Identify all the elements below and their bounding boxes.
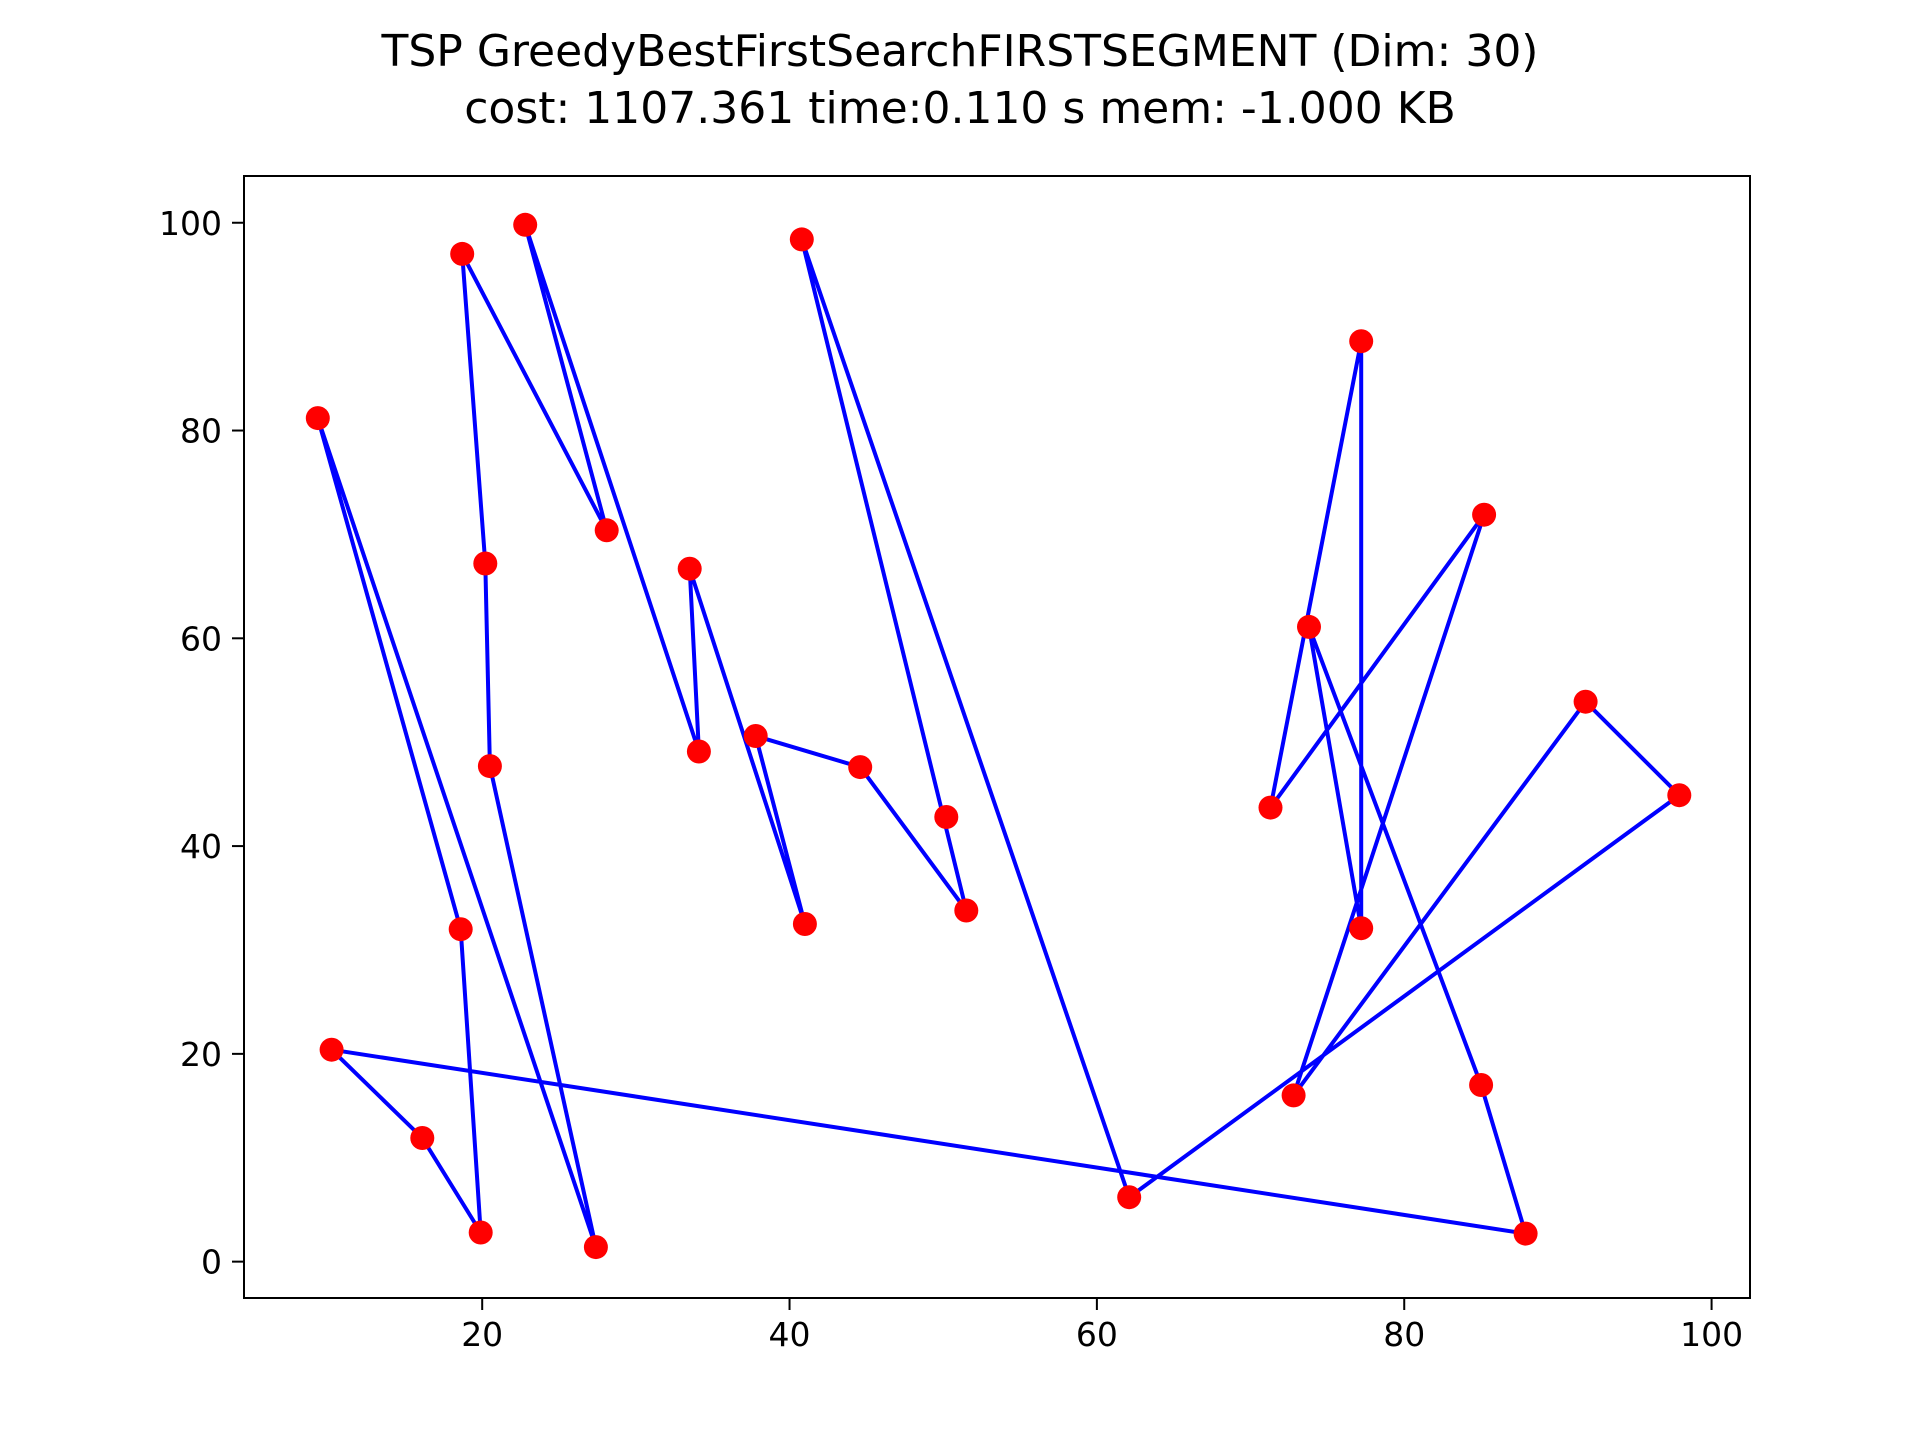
y-tick-label: 20 — [180, 1035, 222, 1074]
city-point-10 — [1297, 614, 1321, 639]
x-tick-label: 60 — [1076, 1315, 1118, 1354]
city-point-22 — [448, 917, 473, 942]
y-axis-ticks: 0 20 40 60 80 100 — [159, 204, 244, 1282]
city-point-28 — [468, 1220, 493, 1245]
city-point-18 — [1667, 783, 1692, 808]
y-tick-label: 0 — [201, 1243, 222, 1282]
x-tick-label: 40 — [769, 1315, 811, 1354]
axes-frame — [243, 175, 1751, 1299]
city-point-26 — [410, 1126, 435, 1150]
city-point-9 — [677, 556, 702, 581]
city-point-12 — [686, 739, 711, 764]
city-point-29 — [583, 1235, 608, 1260]
x-tick-label: 20 — [461, 1315, 503, 1354]
city-point-20 — [792, 912, 817, 936]
city-point-24 — [1281, 1083, 1306, 1108]
route-layer — [315, 222, 1682, 1250]
city-point-4 — [789, 227, 814, 252]
city-point-16 — [1258, 795, 1283, 820]
x-tick-label: 100 — [1680, 1315, 1743, 1354]
city-point-19 — [954, 898, 979, 923]
chart-title: TSP GreedyBestFirstSearchFIRSTSEGMENT (D… — [381, 26, 1539, 77]
city-point-21 — [1349, 916, 1374, 941]
y-tick-label: 80 — [180, 412, 222, 451]
city-point-14 — [477, 754, 502, 779]
city-point-7 — [594, 518, 619, 543]
y-tick-label: 60 — [180, 619, 222, 658]
city-point-15 — [848, 755, 873, 780]
city-point-3 — [450, 241, 475, 266]
y-tick-label: 100 — [159, 204, 222, 243]
city-point-2 — [513, 212, 538, 237]
city-point-8 — [473, 551, 498, 576]
city-point-17 — [934, 805, 959, 829]
y-tick-label: 40 — [180, 827, 222, 866]
x-axis-ticks: 20 40 60 80 100 — [461, 1298, 1743, 1354]
points-layer — [305, 212, 1692, 1260]
city-point-30 — [1513, 1221, 1538, 1246]
city-point-27 — [1117, 1185, 1142, 1210]
city-point-25 — [1469, 1073, 1494, 1097]
city-point-23 — [319, 1037, 344, 1062]
city-point-6 — [1472, 502, 1497, 527]
city-point-5 — [1349, 329, 1374, 354]
city-point-1 — [305, 406, 330, 431]
chart-subtitle: cost: 1107.361 time:0.110 s mem: -1.000 … — [464, 83, 1456, 134]
city-point-11 — [1573, 689, 1598, 714]
route-line — [315, 222, 1682, 1250]
city-point-13 — [743, 724, 768, 748]
x-tick-label: 80 — [1383, 1315, 1425, 1354]
